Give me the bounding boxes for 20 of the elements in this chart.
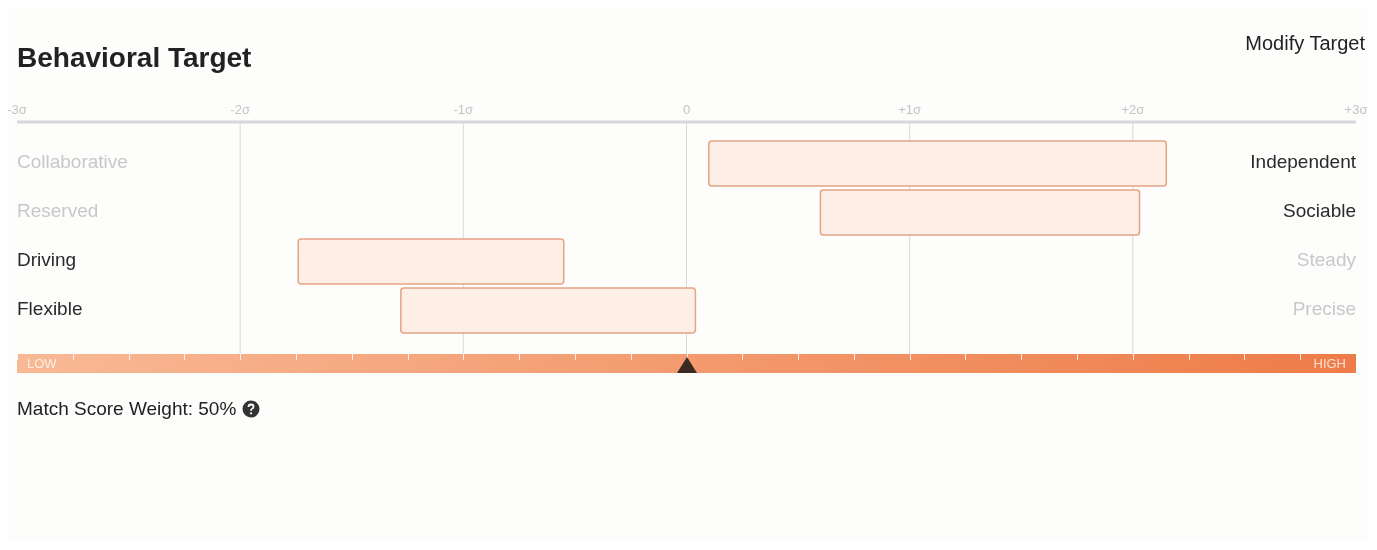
x-tick-label: -3σ — [7, 102, 27, 117]
x-tick-label: +1σ — [898, 102, 922, 117]
y-tick-label: Driving — [17, 249, 77, 271]
x-tick-label: 0 — [682, 102, 691, 117]
x-tick-label: +3σ — [1344, 102, 1368, 117]
bar — [708, 140, 1168, 187]
y2-tick-label: Independent — [1250, 151, 1356, 173]
x-tick-label: -2σ — [230, 102, 250, 117]
chart-title: Behavioral Target — [17, 42, 252, 74]
x-tick-label: +2σ — [1121, 102, 1145, 117]
y-tick-label: Flexible — [17, 298, 83, 320]
text: Match Score Weight: 50% — [17, 398, 237, 420]
text: HIGH — [1313, 356, 1346, 371]
text: LOW — [27, 356, 57, 371]
bar — [297, 238, 565, 285]
bar — [819, 189, 1141, 236]
bar — [400, 287, 697, 334]
x-tick-label: -1σ — [453, 102, 474, 117]
y2-tick-label: Sociable — [1283, 200, 1356, 222]
text: Modify Target — [1245, 32, 1365, 55]
